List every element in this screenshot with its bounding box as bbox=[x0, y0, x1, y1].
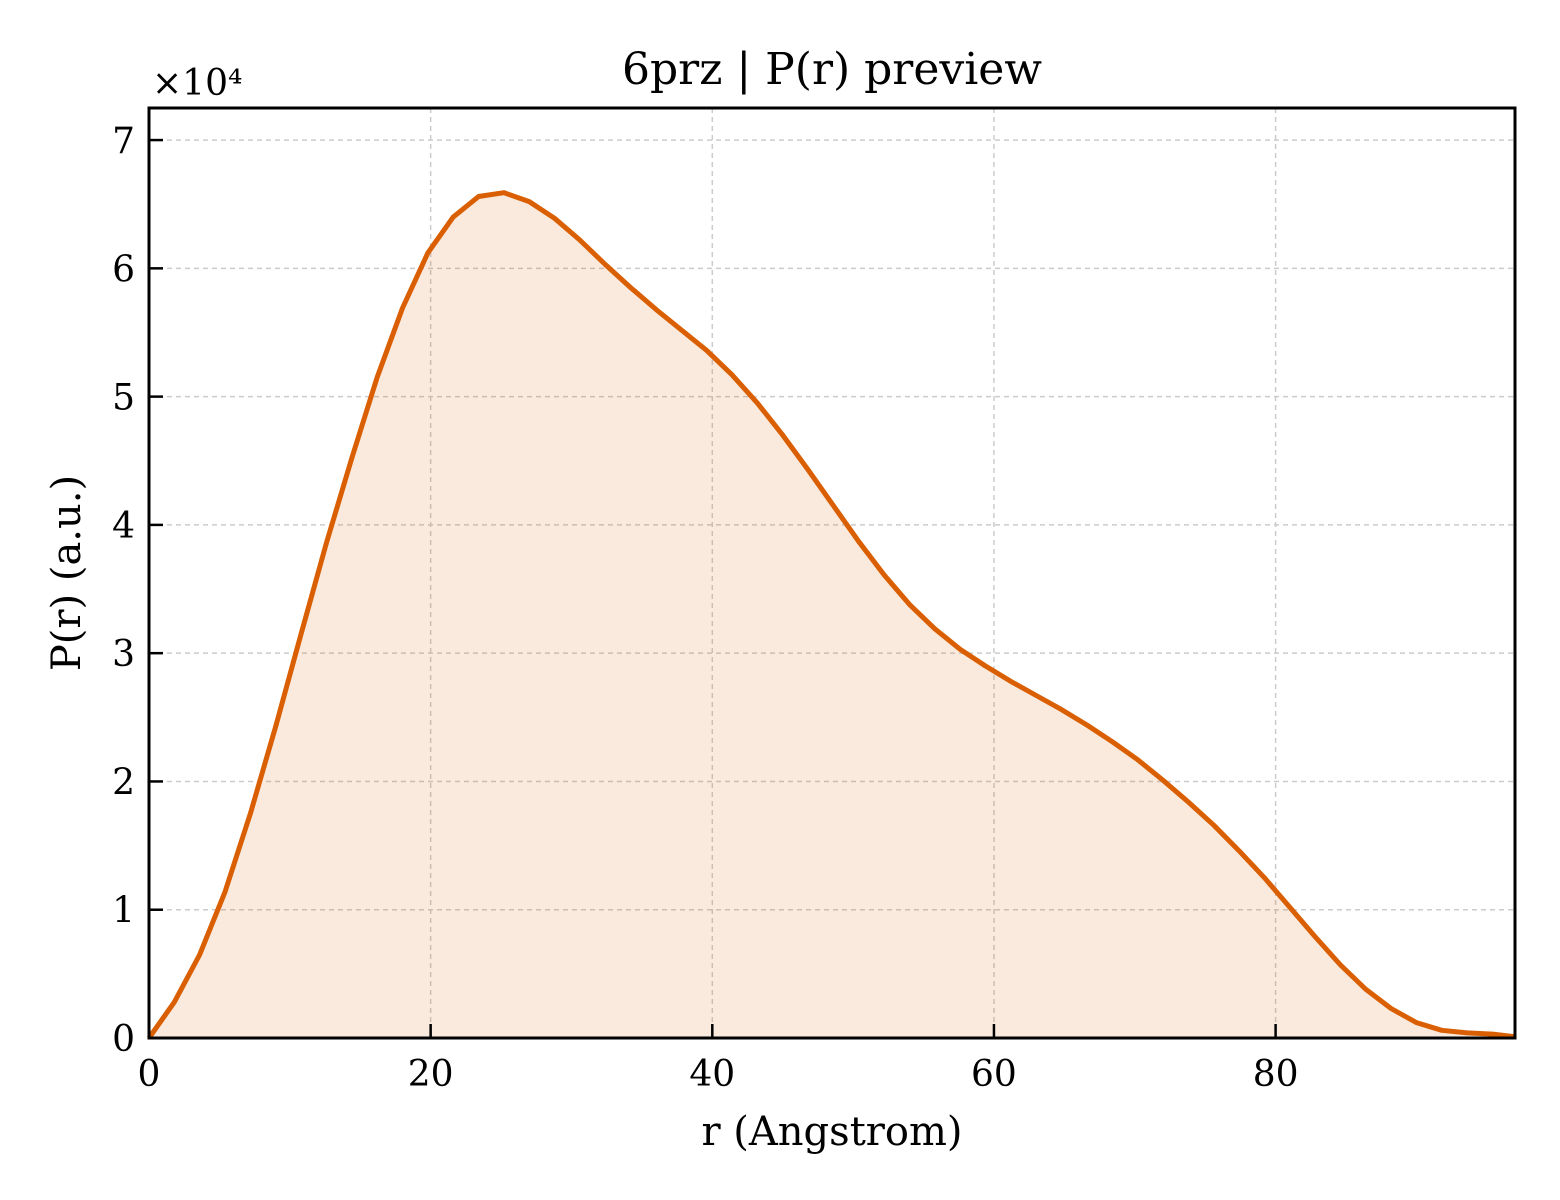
y-tick-label: 7 bbox=[112, 121, 135, 162]
x-tick-label: 0 bbox=[138, 1054, 161, 1095]
x-axis-label: r (Angstrom) bbox=[701, 1109, 962, 1155]
x-tick-label: 40 bbox=[689, 1054, 735, 1095]
x-tick-label: 80 bbox=[1253, 1054, 1299, 1095]
y-tick-label: 2 bbox=[112, 762, 135, 803]
chart-title: 6prz | P(r) preview bbox=[622, 44, 1042, 95]
y-axis-multiplier: ×10⁴ bbox=[152, 63, 242, 104]
y-tick-label: 0 bbox=[112, 1019, 135, 1060]
x-tick-label: 60 bbox=[971, 1054, 1017, 1095]
x-tick-label: 20 bbox=[408, 1054, 454, 1095]
y-tick-label: 5 bbox=[112, 378, 135, 419]
y-tick-label: 1 bbox=[112, 891, 135, 932]
y-tick-label: 3 bbox=[112, 634, 135, 675]
y-axis-label: P(r) (a.u.) bbox=[44, 475, 90, 671]
series-area bbox=[149, 193, 1515, 1038]
y-tick-labels: 0 1 2 3 4 5 6 7 bbox=[112, 121, 135, 1060]
x-tick-labels: 0 20 40 60 80 bbox=[138, 1054, 1299, 1095]
y-tick-label: 4 bbox=[112, 506, 135, 547]
y-tick-label: 6 bbox=[112, 249, 135, 290]
